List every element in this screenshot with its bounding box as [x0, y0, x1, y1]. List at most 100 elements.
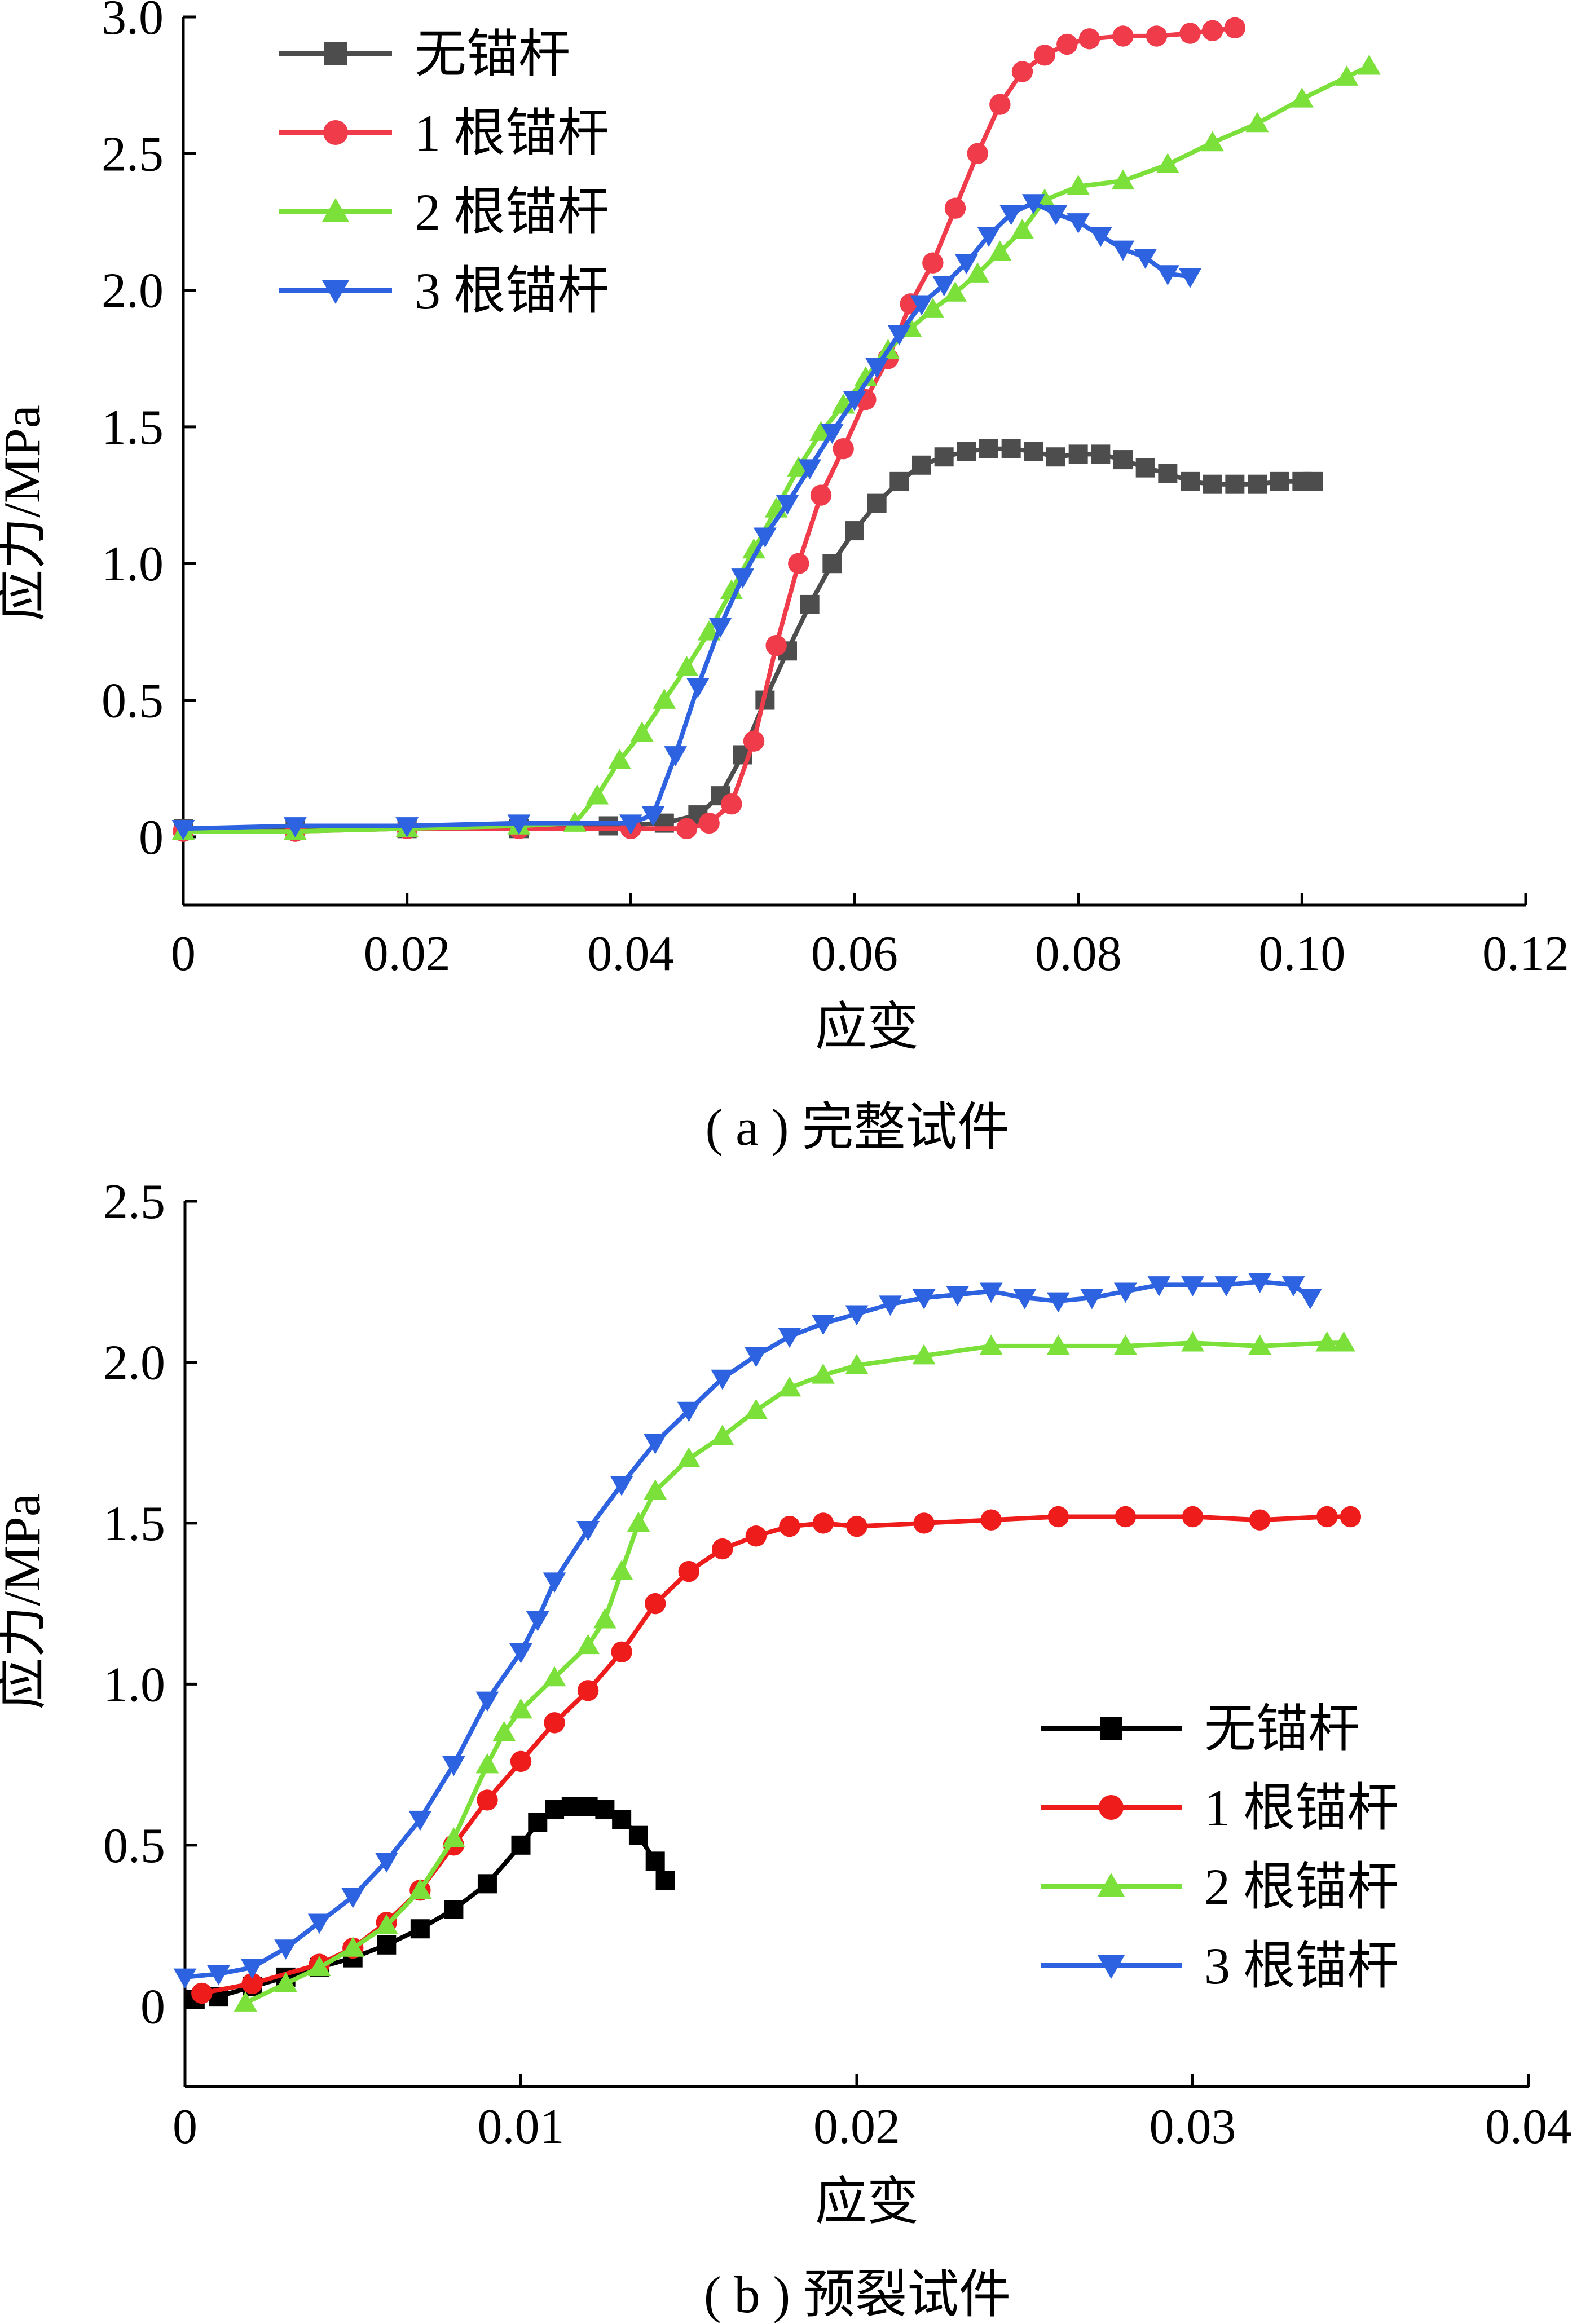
data-point: [1181, 1276, 1204, 1296]
data-point: [341, 1888, 365, 1908]
data-point: [475, 1753, 499, 1774]
y-tick-label: 2.5: [102, 127, 164, 182]
y-tick-label: 1.5: [103, 1497, 165, 1551]
data-point: [677, 1401, 701, 1422]
data-point: [912, 1344, 936, 1365]
y-tick-label: 1.0: [103, 1657, 165, 1712]
data-point: [1135, 458, 1155, 478]
data-point: [1112, 25, 1134, 47]
data-point: [1340, 1506, 1362, 1528]
data-point: [778, 1328, 801, 1348]
data-point: [932, 276, 956, 297]
data-point: [1024, 442, 1043, 461]
data-point: [627, 1511, 650, 1532]
data-point: [788, 553, 809, 574]
data-point: [765, 634, 787, 656]
data-point: [1316, 1506, 1338, 1528]
chart-panel-a: 0 0.02 0.04 0.06 0.08 0.10 0.12 0 0.5 1.0 1.5 2.0 2.…: [0, 0, 1569, 1156]
legend-label: 3 根锚杆: [415, 262, 609, 320]
legend-marker: [1099, 1795, 1124, 1820]
data-point: [1147, 1276, 1171, 1296]
data-point: [810, 484, 832, 506]
data-point: [954, 254, 978, 275]
chart-panel-b: 0 0.01 0.02 0.03 0.04 0 0.5 1.0 1.5 2.0 2.5 无锚杆 1 根锚…: [0, 1175, 1572, 2323]
data-point: [641, 806, 665, 827]
series-2: [191, 1506, 1362, 2004]
data-point: [676, 818, 698, 840]
x-tick-label: 0.10: [1258, 927, 1345, 981]
data-point: [1134, 249, 1157, 269]
series-4: [171, 194, 1202, 840]
data-point: [677, 1447, 701, 1468]
data-point: [946, 1286, 970, 1306]
series-line: [201, 1514, 1351, 1996]
data-point: [977, 227, 1001, 248]
data-point: [867, 493, 887, 513]
data-point: [1001, 439, 1021, 458]
data-point: [576, 1521, 600, 1541]
data-point: [1021, 194, 1045, 214]
data-point: [921, 298, 945, 318]
data-point: [944, 281, 967, 302]
data-point: [1068, 444, 1088, 464]
legend-label: 1 根锚杆: [1204, 1779, 1399, 1837]
data-point: [798, 459, 822, 480]
data-point: [999, 205, 1023, 226]
data-point: [845, 521, 864, 541]
data-point: [698, 812, 720, 834]
data-point: [610, 1476, 633, 1496]
plot-area: 0 0.01 0.02 0.03 0.04 0 0.5 1.0 1.5 2.0 2.5 无锚杆 1 根锚…: [103, 1175, 1572, 2154]
y-tick-label: 0: [140, 1979, 165, 2034]
data-point: [1182, 1506, 1204, 1528]
data-point: [686, 678, 710, 698]
data-point: [526, 1611, 549, 1631]
data-point: [1013, 1289, 1037, 1309]
y-tick-label: 1.5: [102, 400, 164, 455]
data-point: [887, 325, 911, 346]
legend-label: 无锚杆: [415, 25, 570, 83]
chart-caption: ( a ) 完整试件: [705, 1099, 1009, 1156]
x-tick-label: 0.02: [364, 927, 451, 981]
data-point: [274, 1972, 298, 1992]
data-point: [408, 1878, 432, 1899]
data-point: [191, 1982, 213, 2004]
data-point: [442, 1827, 465, 1847]
data-point: [913, 1512, 935, 1534]
data-point: [171, 820, 195, 840]
data-point: [307, 1956, 331, 1977]
data-point: [744, 1347, 768, 1368]
data-point: [173, 1968, 197, 1989]
data-point: [845, 1353, 869, 1374]
data-point: [664, 746, 688, 766]
data-point: [1332, 1331, 1355, 1352]
data-point: [845, 1305, 869, 1326]
data-point: [889, 471, 909, 491]
data-point: [341, 1937, 365, 1957]
data-point: [653, 689, 676, 709]
data-point: [800, 594, 820, 614]
data-point: [809, 421, 833, 441]
x-tick-label: 0.03: [1150, 2100, 1236, 2154]
x-tick-label: 0.04: [587, 927, 674, 981]
y-tick-label: 1.0: [102, 537, 164, 592]
data-point: [1158, 464, 1178, 483]
data-point: [1203, 474, 1222, 494]
data-point: [1046, 447, 1065, 467]
data-point: [820, 424, 844, 444]
data-point: [1034, 45, 1055, 66]
data-point: [1270, 471, 1289, 491]
series-line: [195, 1804, 668, 2002]
data-point: [910, 295, 933, 316]
data-point: [678, 1560, 699, 1582]
data-point: [645, 1851, 665, 1871]
data-point: [1046, 1292, 1070, 1313]
data-point: [979, 439, 998, 458]
data-point: [711, 1425, 734, 1445]
data-point: [1248, 474, 1267, 494]
data-point: [1214, 1276, 1238, 1296]
legend-marker: [323, 120, 348, 145]
data-point: [644, 1434, 667, 1454]
x-tick-label: 0: [171, 927, 196, 981]
data-point: [812, 1512, 834, 1534]
